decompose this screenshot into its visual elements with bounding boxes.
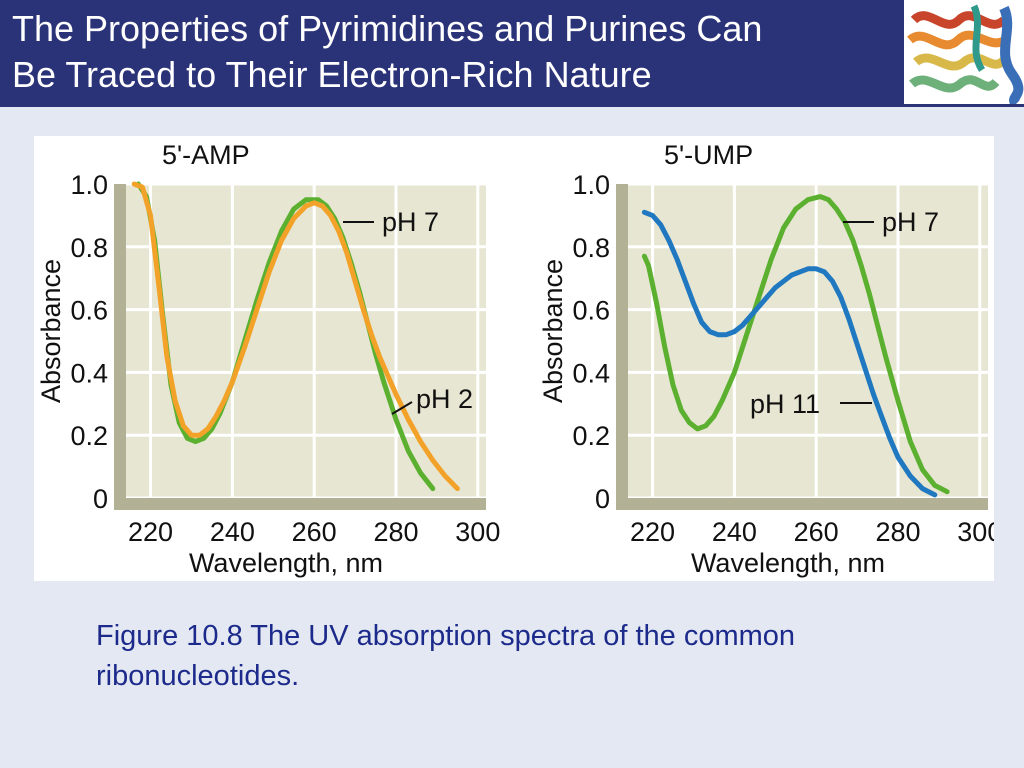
figure-caption: Figure 10.8 The UV absorption spectra of… bbox=[96, 616, 976, 696]
ump-x-tick-2: 260 bbox=[794, 517, 839, 547]
ump-y-tick-4: 0.8 bbox=[572, 233, 610, 263]
amp-x-tick-4: 300 bbox=[455, 517, 500, 547]
protein-ribbon-icon bbox=[904, 0, 1024, 104]
ump-series-label-1: pH 11 bbox=[750, 389, 820, 419]
ump-x-axis bbox=[616, 498, 988, 510]
ump-series-label-0: pH 7 bbox=[882, 207, 939, 237]
amp-x-tick-2: 260 bbox=[292, 517, 337, 547]
amp-series-line-0 bbox=[135, 181, 436, 492]
figure-caption-line-1: Figure 10.8 The UV absorption spectra of… bbox=[96, 620, 796, 652]
ump-x-tick-1: 240 bbox=[712, 517, 757, 547]
figure-caption-line-2: ribonucleotides. bbox=[96, 660, 300, 692]
amp-series-label-1: pH 2 bbox=[416, 384, 473, 414]
ump-y-tick-5: 1.0 bbox=[572, 170, 610, 200]
amp-series-line-1 bbox=[131, 181, 460, 492]
ump-y-axis bbox=[616, 184, 628, 510]
ump-x-axis-label: Wavelength, nm bbox=[691, 548, 885, 578]
ump-y-tick-2: 0.4 bbox=[572, 358, 610, 388]
ump-y-tick-3: 0.6 bbox=[572, 296, 610, 326]
ump-series-line-1 bbox=[641, 209, 938, 498]
amp-series-label-0: pH 7 bbox=[382, 207, 439, 237]
amp-y-tick-3: 0.6 bbox=[70, 296, 108, 326]
slide-title: The Properties of Pyrimidines and Purine… bbox=[12, 6, 892, 98]
ump-x-tick-4: 300 bbox=[957, 517, 994, 547]
ump-x-tick-0: 220 bbox=[630, 517, 675, 547]
amp-y-tick-0: 0 bbox=[93, 484, 108, 514]
amp-x-axis bbox=[114, 498, 486, 510]
amp-x-tick-3: 280 bbox=[373, 517, 418, 547]
ump-y-tick-1: 0.2 bbox=[572, 421, 610, 451]
amp-y-axis bbox=[114, 184, 126, 510]
amp-y-tick-4: 0.8 bbox=[70, 233, 108, 263]
title-bar: The Properties of Pyrimidines and Purine… bbox=[0, 0, 904, 104]
ump-y-axis-label: Absorbance bbox=[538, 259, 568, 403]
ump-series-line-0 bbox=[641, 194, 950, 495]
amp-x-axis-label: Wavelength, nm bbox=[189, 548, 383, 578]
ump-plot-area bbox=[628, 184, 988, 498]
amp-series-leader-1 bbox=[391, 401, 413, 415]
ump-x-tick-3: 280 bbox=[875, 517, 920, 547]
amp-x-tick-1: 240 bbox=[210, 517, 255, 547]
amp-y-tick-2: 0.4 bbox=[70, 358, 108, 388]
amp-y-tick-5: 1.0 bbox=[70, 170, 108, 200]
slide-title-line-2: Be Traced to Their Electron-Rich Nature bbox=[12, 54, 652, 95]
ump-chart-title: 5'-UMP bbox=[664, 140, 753, 170]
spectra-figure: 220 240 260 280 300 0 0.2 0.4 0.6 0.8 1.0 5'-AMP Wav… bbox=[36, 140, 1002, 578]
amp-y-axis-label: Absorbance bbox=[36, 259, 66, 403]
amp-x-tick-0: 220 bbox=[128, 517, 173, 547]
title-rule bbox=[0, 104, 1024, 107]
slide-title-line-1: The Properties of Pyrimidines and Purine… bbox=[12, 8, 763, 49]
amp-y-tick-1: 0.2 bbox=[70, 421, 108, 451]
amp-chart-title: 5'-AMP bbox=[162, 140, 250, 170]
ump-y-tick-0: 0 bbox=[595, 484, 610, 514]
figure-panel: 220 240 260 280 300 0 0.2 0.4 0.6 0.8 1.0 5'-AMP Wav… bbox=[34, 136, 1002, 581]
